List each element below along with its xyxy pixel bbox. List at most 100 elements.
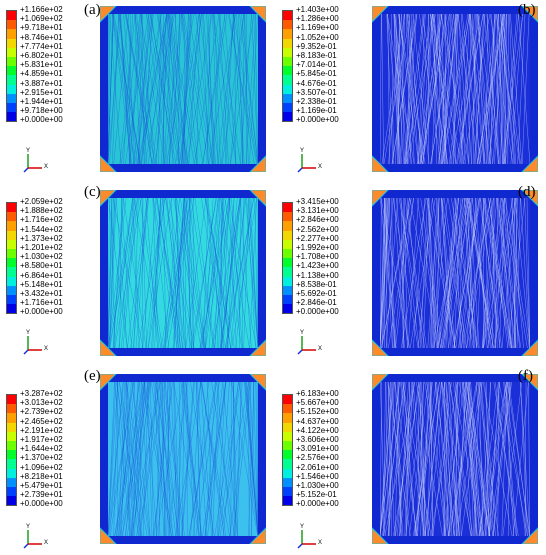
frame-edge	[372, 348, 538, 356]
z-axis-arrow	[24, 168, 28, 172]
legend-tick-label: +1.052e+00	[296, 34, 339, 42]
legend-tick-label: +0.000e+00	[20, 308, 63, 316]
legend-tick-label: +3.606e+00	[296, 436, 339, 444]
x-axis-label: X	[44, 540, 48, 546]
color-band	[283, 249, 292, 258]
color-band	[283, 441, 292, 450]
legend-tick-label: +1.373e+02	[20, 235, 63, 243]
frame-edge	[100, 348, 266, 356]
color-band	[7, 11, 16, 20]
legend-tick-label: +8.580e+01	[20, 262, 63, 270]
color-band	[7, 459, 16, 468]
legend-tick-label: +4.676e-01	[296, 80, 337, 88]
legend-tick-label: +8.218e+01	[20, 473, 63, 481]
contour-plot	[100, 6, 266, 172]
frame-edge	[258, 374, 266, 544]
x-axis-label: X	[44, 346, 48, 352]
color-band	[7, 212, 16, 221]
legend-tick-label: +6.802e+01	[20, 52, 63, 60]
frame-edge	[372, 374, 380, 544]
legend-tick-label: +1.096e+02	[20, 464, 63, 472]
legend-tick-label: +1.403e+00	[296, 6, 339, 14]
panel-label: (f)	[518, 368, 533, 385]
legend-tick-label: +3.013e+02	[20, 399, 63, 407]
color-band	[7, 249, 16, 258]
color-band	[283, 221, 292, 230]
legend-tick-label: +1.169e+00	[296, 24, 339, 32]
legend-tick-label: +1.030e+02	[20, 253, 63, 261]
color-band	[283, 94, 292, 103]
color-band	[283, 103, 292, 112]
legend-tick-label: +3.091e+00	[296, 445, 339, 453]
x-axis-label: X	[318, 346, 322, 352]
color-scale-bar	[282, 394, 293, 506]
color-band	[7, 57, 16, 66]
legend-tick-label: +5.479e+01	[20, 482, 63, 490]
color-band	[283, 304, 292, 313]
color-band	[283, 496, 292, 505]
y-axis-label: Y	[300, 148, 304, 154]
frame-edge	[372, 6, 380, 172]
color-band	[7, 423, 16, 432]
color-band	[7, 85, 16, 94]
z-axis-arrow	[24, 544, 28, 548]
legend-tick-label: +5.667e+00	[296, 399, 339, 407]
y-axis-label: Y	[300, 524, 304, 530]
panel-label: (a)	[84, 2, 101, 19]
color-band	[283, 423, 292, 432]
color-band	[7, 39, 16, 48]
color-band	[7, 441, 16, 450]
contour-plot	[372, 374, 538, 544]
z-axis-arrow	[24, 350, 28, 354]
frame-edge	[100, 6, 266, 14]
color-band	[283, 413, 292, 422]
x-axis-label: X	[44, 164, 48, 170]
frame-edge	[530, 374, 538, 544]
color-band	[7, 404, 16, 413]
color-band	[7, 469, 16, 478]
legend-tick-label: +2.562e+00	[296, 226, 339, 234]
frame-edge	[100, 6, 108, 172]
legend-tick-label: +2.061e+00	[296, 464, 339, 472]
frame-edge	[530, 6, 538, 172]
panel-label: (e)	[84, 368, 101, 385]
legend-tick-label: +2.465e+02	[20, 418, 63, 426]
z-axis-arrow	[298, 544, 302, 548]
color-band	[283, 231, 292, 240]
legend-tick-label: +1.138e+00	[296, 272, 339, 280]
legend-tick-label: +5.831e+01	[20, 61, 63, 69]
frame-edge	[372, 164, 538, 172]
legend-tick-label: +2.739e+01	[20, 491, 63, 499]
legend-tick-label: +5.148e+01	[20, 281, 63, 289]
color-band	[283, 450, 292, 459]
color-band	[7, 395, 16, 404]
x-axis-label: X	[318, 164, 322, 170]
frame-edge	[100, 190, 266, 198]
legend-tick-label: +0.000e+00	[296, 116, 339, 124]
legend-tick-label: +0.000e+00	[296, 500, 339, 508]
color-band	[7, 203, 16, 212]
legend-tick-label: +1.888e+02	[20, 207, 63, 215]
frame-edge	[100, 374, 266, 382]
frame-edge	[372, 190, 380, 356]
color-band	[7, 48, 16, 57]
color-band	[283, 75, 292, 84]
color-band	[283, 203, 292, 212]
contour-plot	[372, 190, 538, 356]
frame-edge	[372, 536, 538, 544]
legend-tick-label: +1.286e+00	[296, 15, 339, 23]
color-scale-bar	[282, 202, 293, 314]
legend-tick-label: +4.122e+00	[296, 427, 339, 435]
color-band	[7, 450, 16, 459]
frame-edge	[372, 6, 538, 14]
color-band	[283, 57, 292, 66]
frame-edge	[100, 164, 266, 172]
color-band	[283, 240, 292, 249]
color-band	[283, 395, 292, 404]
color-band	[283, 212, 292, 221]
color-band	[7, 267, 16, 276]
legend-tick-label: +1.201e+02	[20, 244, 63, 252]
frame-edge	[100, 374, 108, 544]
